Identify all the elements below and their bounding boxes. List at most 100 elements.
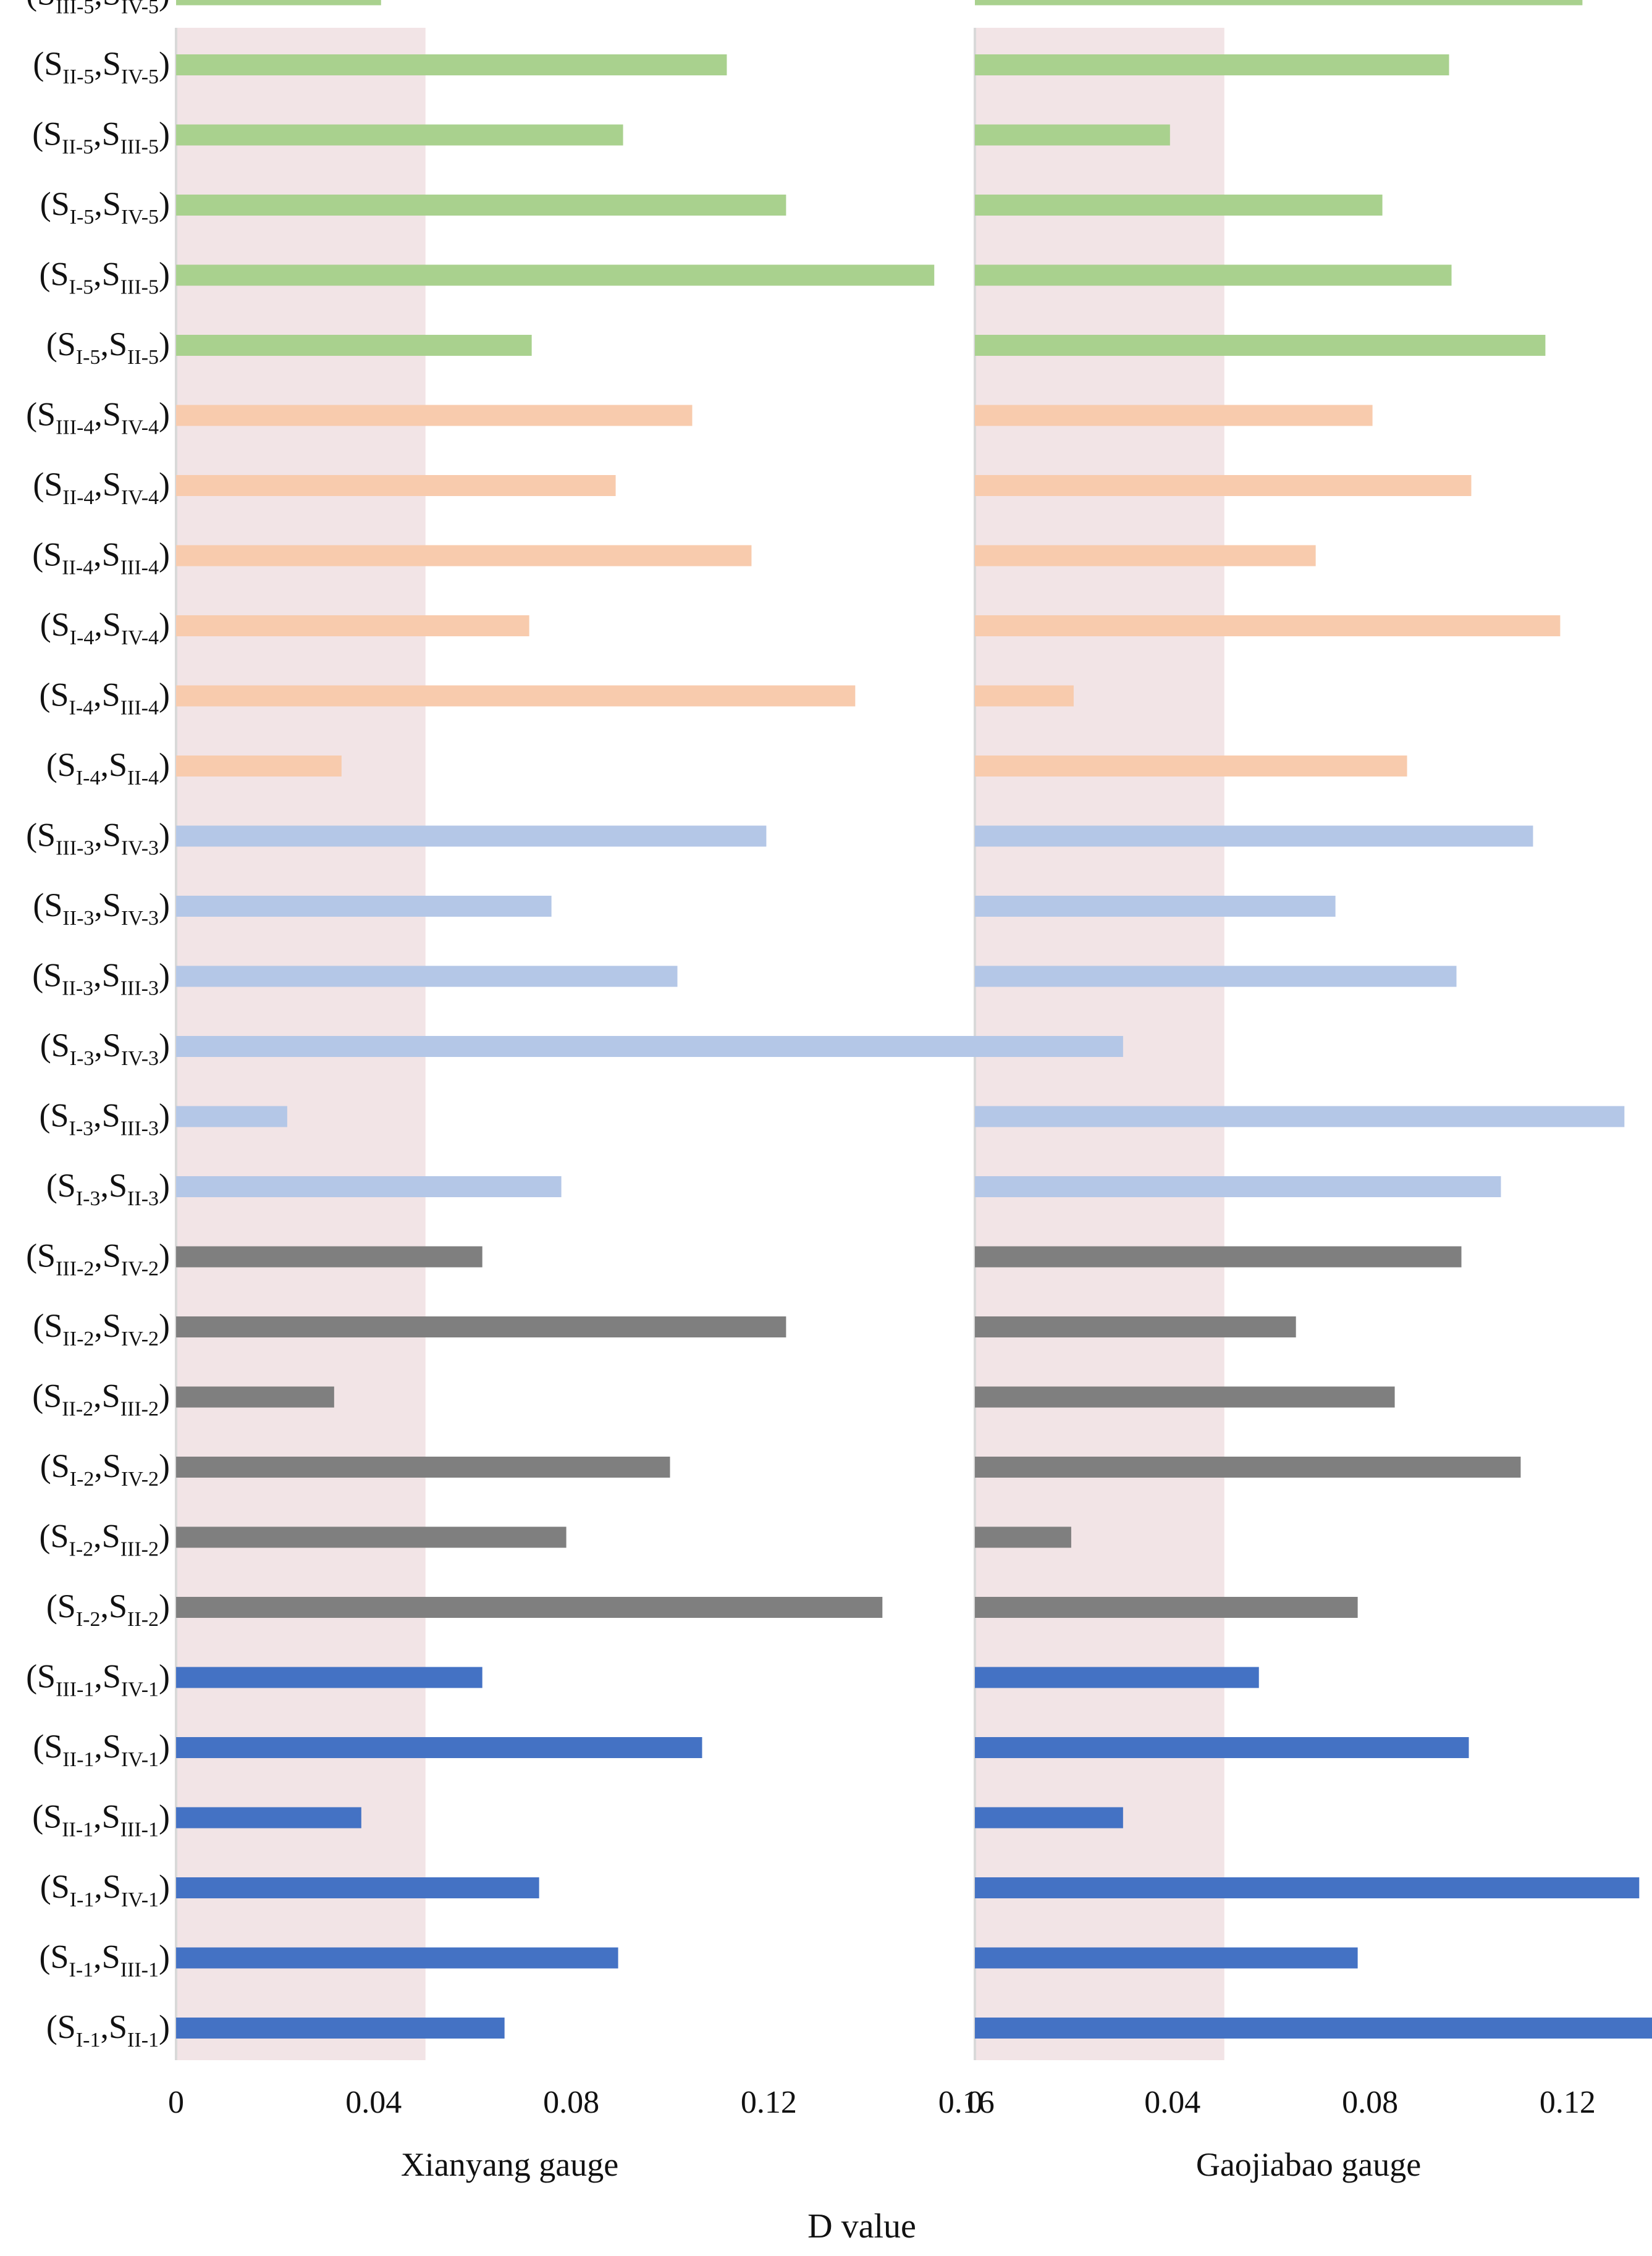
category-label-part: ): [159, 1237, 170, 1274]
category-label-subscript: II-5: [62, 65, 94, 88]
category-label-subscript: I-2: [76, 1608, 101, 1631]
category-label-subscript: III-1: [120, 1959, 159, 1982]
category-label-subscript: IV-1: [121, 1748, 159, 1771]
category-label: (SI-4,SIII-4): [40, 676, 171, 720]
bar: [975, 1877, 1640, 1898]
category-label-part: (S: [32, 116, 62, 153]
category-label: (SIII-2,SIV-2): [26, 1237, 170, 1281]
bar: [975, 1246, 1462, 1268]
category-label-subscript: IV-2: [121, 1328, 159, 1350]
category-label-part: ,S: [93, 256, 120, 293]
category-label-subscript: II-3: [62, 977, 93, 1000]
category-label-part: (S: [40, 1097, 69, 1134]
category-label-part: ,S: [94, 1658, 121, 1695]
x-tick-label: 0: [168, 2085, 184, 2120]
panel-label: Xianyang gauge: [401, 2146, 618, 2183]
category-label-part: ): [159, 1798, 170, 1835]
category-label-part: (S: [40, 1027, 70, 1064]
category-label-subscript: III-2: [120, 1538, 159, 1561]
category-label-part: ,S: [94, 1447, 121, 1484]
category-label: (SI-1,SII-1): [46, 2008, 170, 2052]
bar: [975, 1526, 1071, 1548]
category-label-part: (S: [40, 256, 69, 293]
category-label-part: ,S: [94, 0, 121, 12]
category-label-part: ): [159, 1378, 170, 1415]
category-label-part: ): [159, 606, 170, 643]
category-label-subscript: I-1: [70, 1888, 95, 1911]
category-label-subscript: III-3: [120, 977, 159, 1000]
category-label: (SII-2,SIII-2): [32, 1378, 170, 1421]
category-label-subscript: II-4: [127, 767, 159, 789]
category-label-subscript: I-5: [70, 206, 95, 229]
category-label: (SI-3,SIII-3): [40, 1097, 171, 1140]
category-label-part: (S: [40, 676, 69, 713]
category-label-subscript: IV-5: [121, 65, 159, 88]
bar: [176, 1246, 483, 1268]
bar: [176, 2018, 505, 2039]
category-label-part: ): [159, 676, 170, 713]
x-tick-label: 0.04: [1144, 2085, 1200, 2120]
category-label-subscript: II-5: [62, 136, 93, 159]
bar: [176, 1106, 287, 1127]
category-label: (SI-4,SII-4): [46, 746, 170, 789]
bar: [176, 1386, 334, 1408]
bar: [176, 405, 693, 426]
category-label-subscript: I-2: [69, 1538, 94, 1561]
category-label-subscript: I-1: [76, 2029, 101, 2052]
category-label-subscript: IV-4: [121, 626, 159, 649]
x-tick-label: 0.08: [543, 2085, 599, 2120]
category-label: (SI-3,SII-3): [46, 1167, 170, 1210]
bar: [176, 0, 381, 6]
category-label-part: (S: [46, 746, 76, 783]
bar: [176, 335, 532, 356]
category-label-part: (S: [33, 1728, 62, 1765]
category-label-part: ,S: [94, 45, 121, 82]
bar: [176, 1877, 539, 1898]
category-label: (SI-2,SIII-2): [40, 1518, 171, 1561]
category-label-subscript: I-2: [70, 1468, 95, 1491]
category-label: (SIII-5,SIV-5): [26, 0, 170, 19]
category-label-part: ,S: [93, 1378, 120, 1415]
x-tick-label: 0: [967, 2085, 983, 2120]
category-label-subscript: III-3: [56, 837, 94, 860]
category-label-part: ): [159, 746, 170, 783]
category-label-part: ): [159, 1518, 170, 1555]
category-label-part: ,S: [94, 1728, 121, 1765]
category-label: (SII-1,SIV-1): [33, 1728, 170, 1771]
category-label-part: (S: [32, 1378, 62, 1415]
category-label-part: (S: [33, 886, 62, 924]
bar: [176, 966, 678, 987]
category-label-subscript: IV-3: [121, 907, 159, 930]
category-label-subscript: IV-3: [121, 1047, 159, 1070]
category-label-part: (S: [40, 606, 70, 643]
bar: [176, 475, 616, 496]
category-label: (SI-1,SIV-1): [40, 1868, 170, 1911]
bar: [975, 2018, 1652, 2039]
bar: [176, 1457, 670, 1478]
category-label-subscript: II-1: [62, 1819, 93, 1841]
category-label-part: (S: [32, 1798, 62, 1835]
category-label-part: (S: [46, 1588, 76, 1625]
category-label-part: (S: [40, 1868, 70, 1905]
category-label-subscript: III-4: [120, 557, 159, 579]
category-label-part: (S: [46, 1167, 76, 1204]
bar: [176, 264, 935, 286]
category-label-part: (S: [33, 1307, 62, 1344]
category-label-part: ,S: [101, 2008, 128, 2045]
category-label-subscript: IV-1: [121, 1678, 159, 1701]
x-tick-label: 0.08: [1342, 2085, 1398, 2120]
bar: [176, 1667, 483, 1688]
category-label-subscript: III-3: [120, 1117, 159, 1140]
bar: [975, 195, 1383, 216]
category-label: (SI-4,SIV-4): [40, 606, 170, 649]
category-label-part: ): [159, 1868, 170, 1905]
x-tick-label: 0.12: [741, 2085, 797, 2120]
bar: [176, 1807, 361, 1829]
category-label-part: (S: [26, 0, 56, 12]
category-label-subscript: I-3: [69, 1117, 94, 1140]
bar: [176, 124, 623, 146]
category-label: (SI-5,SII-5): [46, 326, 170, 369]
bar: [975, 0, 1583, 6]
